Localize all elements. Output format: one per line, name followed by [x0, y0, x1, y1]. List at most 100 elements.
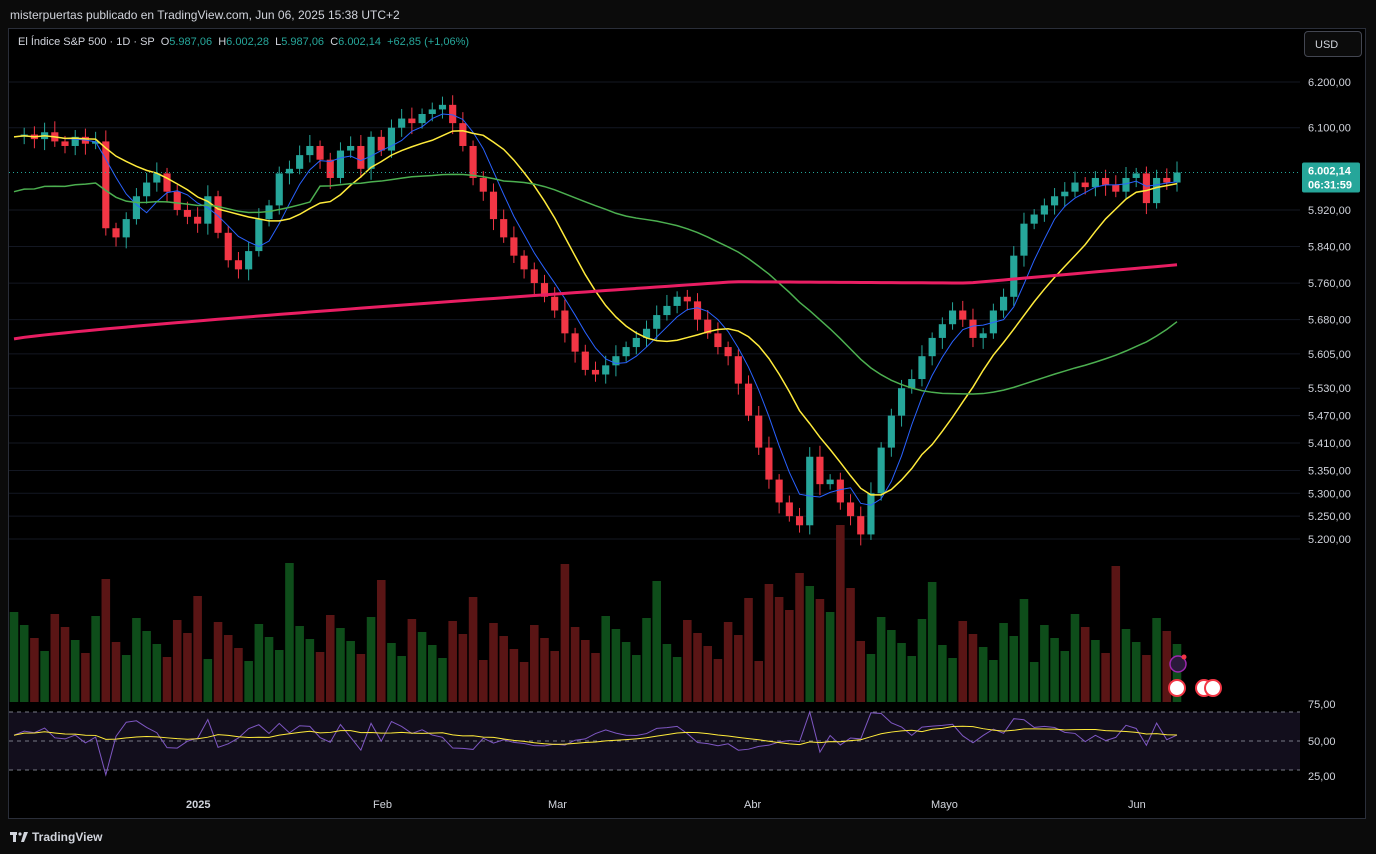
candle-body — [1020, 223, 1028, 256]
volume-bar — [968, 634, 978, 702]
rsi-ma-line — [13, 725, 1178, 746]
volume-bar — [632, 655, 641, 702]
price-tick-label: 6.100,00 — [1308, 123, 1351, 135]
time-tick-label: Abr — [744, 799, 761, 811]
volume-bar — [336, 628, 345, 702]
volume-bar — [417, 632, 427, 702]
candle-body — [1142, 173, 1150, 204]
volume-bar — [978, 647, 988, 702]
candle-body — [948, 310, 957, 325]
volume-bar — [40, 651, 49, 702]
candle-body — [602, 365, 610, 375]
candle-body — [530, 269, 538, 284]
candle-body — [724, 347, 732, 357]
candle-body — [755, 415, 763, 448]
volume-bar — [958, 621, 968, 702]
candle-body — [1153, 177, 1161, 204]
rsi-tick-label: 25,00 — [1308, 771, 1336, 783]
volume-bar — [621, 642, 631, 702]
volume-bar — [509, 649, 519, 702]
tradingview-logo[interactable]: TradingView — [10, 830, 102, 844]
volume-bar — [866, 654, 876, 702]
ma-20-line — [13, 129, 1178, 496]
change-value: +62,85 (+1,06%) — [387, 36, 470, 48]
volume-bar — [795, 573, 804, 702]
candle-body — [479, 177, 487, 192]
candle-body — [887, 415, 895, 448]
candle-body — [428, 109, 436, 114]
candle-body — [1030, 214, 1038, 224]
price-tick-label: 5.350,00 — [1308, 465, 1351, 477]
last-price-tag: 6.002,14 06:31:59 — [1302, 162, 1360, 193]
volume-bar — [152, 644, 162, 702]
candle-body — [489, 191, 498, 220]
volume-bar — [1060, 651, 1070, 702]
candle-body — [765, 447, 773, 480]
open-label: O — [160, 36, 170, 48]
time-tick-label: Mayo — [931, 799, 958, 811]
volume-bar — [264, 637, 274, 702]
candle-body — [561, 310, 569, 334]
candle-body — [214, 196, 222, 233]
candle-body — [398, 118, 406, 128]
volume-bar — [458, 634, 468, 702]
volume-bar — [183, 633, 192, 702]
candle-body — [61, 141, 69, 146]
candle-body — [296, 155, 304, 169]
candle-body — [826, 479, 834, 485]
volume-bar — [856, 641, 866, 702]
rsi-line — [13, 710, 1178, 777]
candle-body — [387, 127, 396, 151]
candle-body — [1071, 182, 1079, 192]
price-tick-label: 6.200,00 — [1308, 77, 1351, 89]
candle-body — [275, 173, 283, 206]
candle-body — [928, 337, 936, 357]
volume-bar — [478, 660, 488, 702]
candle-body — [71, 136, 79, 146]
candle-body — [224, 232, 232, 261]
currency-button[interactable]: USD — [1304, 31, 1362, 57]
volume-bar — [723, 622, 733, 702]
volume-bar — [744, 598, 753, 702]
volume-bar — [70, 640, 80, 702]
candle-body — [132, 196, 140, 220]
volume-bar — [366, 617, 376, 702]
symbol-name: El Índice S&P 500 · 1D · SP — [18, 36, 155, 48]
volume-bar — [836, 525, 845, 702]
candle-body — [234, 260, 243, 270]
volume-bar — [683, 620, 692, 702]
volume-bar — [703, 646, 713, 702]
volume-bar — [815, 599, 825, 702]
candle-body — [775, 479, 783, 503]
volume-bar — [1121, 629, 1131, 702]
volume-bar — [203, 659, 213, 702]
volume-bar — [1070, 614, 1080, 702]
candle-body — [795, 516, 804, 526]
candle-body — [122, 219, 130, 238]
volume-bar — [223, 635, 233, 702]
candle-body — [204, 196, 212, 224]
volume-bar — [1009, 636, 1019, 702]
last-price-value: 6.002,14 — [1308, 165, 1352, 177]
volume-bar — [1091, 640, 1100, 702]
volume-bar — [825, 612, 835, 702]
candle-body — [1112, 184, 1120, 192]
price-tick-label: 5.840,00 — [1308, 242, 1351, 254]
rsi-tick-label: 50,00 — [1308, 736, 1336, 748]
candle-body — [979, 333, 987, 338]
volume-bar — [91, 616, 100, 702]
volume-bar — [489, 623, 498, 702]
volume-bar — [887, 630, 896, 702]
candle-body — [653, 315, 661, 329]
volume-bar — [917, 619, 927, 702]
candle-body — [806, 456, 814, 526]
candle-body — [551, 296, 559, 311]
candle-body — [510, 237, 518, 256]
candle-body — [306, 145, 314, 156]
price-tick-label: 5.680,00 — [1308, 315, 1351, 327]
candle-body — [744, 383, 753, 416]
volume-bar — [662, 644, 672, 702]
candle-body — [285, 168, 294, 174]
rsi-panel: 75,00 50,00 25,00 — [9, 699, 1336, 783]
